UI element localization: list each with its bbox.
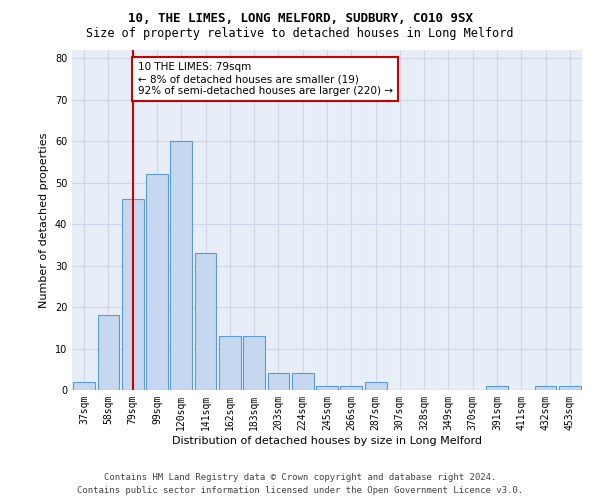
Bar [122, 200, 143, 390]
Bar [340, 386, 362, 390]
Bar [73, 382, 95, 390]
Bar [268, 374, 289, 390]
Text: Contains HM Land Registry data © Crown copyright and database right 2024.
Contai: Contains HM Land Registry data © Crown c… [77, 474, 523, 495]
Bar [146, 174, 168, 390]
Bar [535, 386, 556, 390]
Bar [365, 382, 386, 390]
X-axis label: Distribution of detached houses by size in Long Melford: Distribution of detached houses by size … [172, 436, 482, 446]
Text: 10, THE LIMES, LONG MELFORD, SUDBURY, CO10 9SX: 10, THE LIMES, LONG MELFORD, SUDBURY, CO… [128, 12, 473, 26]
Bar [559, 386, 581, 390]
Bar [486, 386, 508, 390]
Bar [219, 336, 241, 390]
Text: Size of property relative to detached houses in Long Melford: Size of property relative to detached ho… [86, 28, 514, 40]
Bar [243, 336, 265, 390]
Y-axis label: Number of detached properties: Number of detached properties [39, 132, 49, 308]
Bar [292, 374, 314, 390]
Bar [170, 141, 192, 390]
Bar [97, 316, 119, 390]
Text: 10 THE LIMES: 79sqm
← 8% of detached houses are smaller (19)
92% of semi-detache: 10 THE LIMES: 79sqm ← 8% of detached hou… [137, 62, 392, 96]
Bar [316, 386, 338, 390]
Bar [194, 253, 217, 390]
